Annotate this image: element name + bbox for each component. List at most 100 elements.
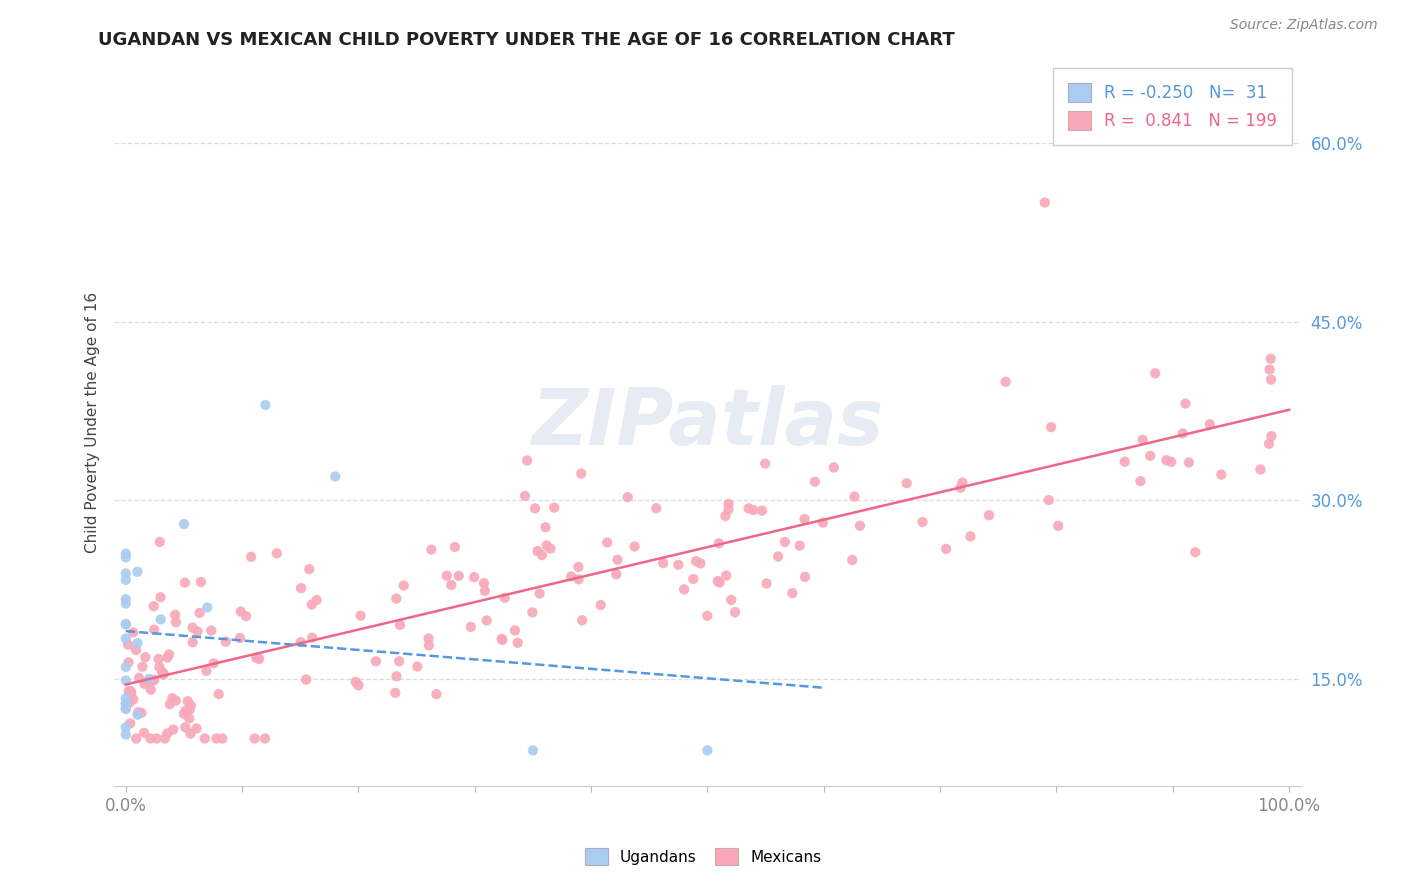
Point [149,612,172,626]
Point [652,556,675,570]
Point [174,704,197,718]
Point [114,616,136,631]
Point [418,638,440,652]
Point [1047,518,1070,533]
Point [149,590,172,604]
Point [245,650,267,665]
Point [240,549,263,564]
Point [143,623,166,637]
Point [994,375,1017,389]
Point [142,599,165,614]
Point [295,673,318,687]
Point [526,544,548,558]
Point [709,575,731,590]
Point [180,698,202,713]
Point [444,540,467,554]
Point [720,593,742,607]
Point [150,665,173,680]
Point [181,621,204,635]
Point [714,568,737,582]
Text: ZIPatlas: ZIPatlas [531,384,883,461]
Point [605,567,627,582]
Point [1160,455,1182,469]
Point [174,575,197,590]
Point [114,632,136,646]
Point [188,606,211,620]
Point [305,593,328,607]
Point [1260,373,1282,387]
Point [560,569,582,583]
Point [301,598,323,612]
Point [162,691,184,706]
Point [773,535,796,549]
Point [935,541,957,556]
Point [543,500,565,515]
Point [114,550,136,565]
Point [134,677,156,691]
Point [114,691,136,706]
Point [596,535,619,549]
Point [673,582,696,597]
Point [616,490,638,504]
Point [120,716,142,731]
Point [472,576,495,591]
Point [149,535,172,549]
Point [491,632,513,646]
Point [529,586,551,600]
Point [174,720,197,734]
Point [754,457,776,471]
Point [114,592,136,607]
Point [463,570,485,584]
Point [159,697,181,711]
Point [1129,474,1152,488]
Point [181,635,204,649]
Point [145,731,167,746]
Point [122,692,145,706]
Point [131,659,153,673]
Point [114,617,136,632]
Point [503,624,526,638]
Point [1174,396,1197,410]
Point [384,686,406,700]
Point [606,552,628,566]
Point [804,475,827,489]
Point [841,553,863,567]
Point [755,576,778,591]
Point [243,731,266,746]
Point [460,620,482,634]
Point [707,574,730,588]
Point [896,476,918,491]
Point [717,497,740,511]
Point [420,542,443,557]
Point [139,731,162,746]
Point [534,520,557,534]
Point [127,636,149,650]
Point [118,696,141,710]
Point [513,489,536,503]
Point [844,490,866,504]
Point [1040,420,1063,434]
Point [195,600,218,615]
Point [1114,455,1136,469]
Point [127,565,149,579]
Point [125,643,148,657]
Point [1038,493,1060,508]
Point [522,605,544,619]
Y-axis label: Child Poverty Under the Age of 16: Child Poverty Under the Age of 16 [86,293,100,553]
Point [349,608,371,623]
Point [823,460,845,475]
Point [120,684,142,698]
Point [156,726,179,740]
Point [1258,437,1281,451]
Point [148,652,170,666]
Point [165,607,187,622]
Point [589,598,612,612]
Point [131,706,153,720]
Point [114,728,136,742]
Point [301,631,323,645]
Point [1198,417,1220,432]
Point [215,634,238,648]
Point [536,538,558,552]
Point [567,560,589,574]
Point [567,572,589,586]
